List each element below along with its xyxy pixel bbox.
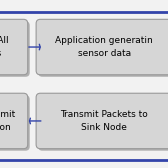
Text: Transmit Packets to: Transmit Packets to xyxy=(60,110,148,119)
FancyBboxPatch shape xyxy=(0,21,30,77)
FancyBboxPatch shape xyxy=(0,95,30,151)
Text: er All: er All xyxy=(0,36,8,45)
Text: transmit: transmit xyxy=(0,110,16,119)
FancyBboxPatch shape xyxy=(36,19,168,75)
FancyBboxPatch shape xyxy=(0,19,28,75)
Text: sensor data: sensor data xyxy=(78,49,131,58)
Text: es: es xyxy=(0,49,2,58)
Text: Sink Node: Sink Node xyxy=(81,123,127,132)
FancyBboxPatch shape xyxy=(38,21,168,77)
FancyBboxPatch shape xyxy=(38,95,168,151)
Text: Application generatin: Application generatin xyxy=(55,36,153,45)
FancyBboxPatch shape xyxy=(0,93,28,149)
FancyBboxPatch shape xyxy=(36,93,168,149)
Text: nation: nation xyxy=(0,123,11,132)
